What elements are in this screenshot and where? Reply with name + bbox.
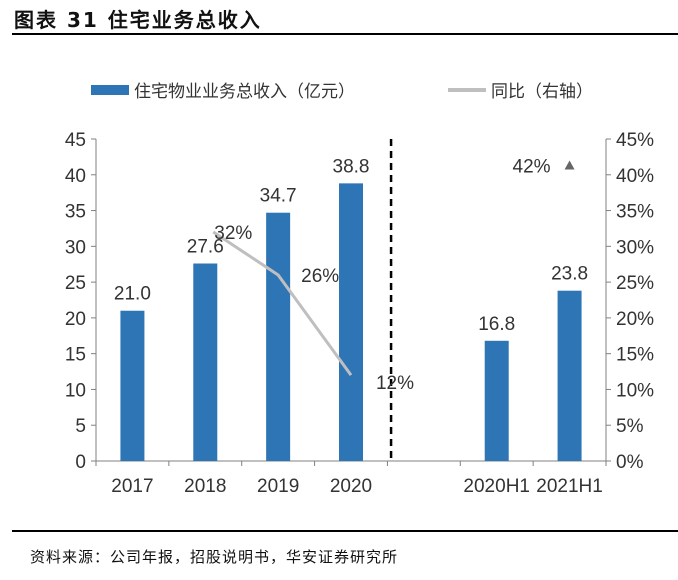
right-tick-label: 45% — [616, 130, 654, 151]
chart: 0 5 10 15 20 25 30 35 40 45 0% 5% 10% 15% 20% 25% 30% 35%… — [65, 82, 654, 497]
right-tick-label: 40% — [616, 166, 654, 187]
bar-label: 23.8 — [551, 264, 588, 285]
legend-bar-label: 住宅物业业务总收入（亿元） — [134, 82, 355, 101]
bar-2020 — [339, 183, 363, 461]
x-tick-label: 2017 — [111, 476, 153, 497]
x-tick-label: 2020 — [330, 476, 372, 497]
bar-label: 34.7 — [260, 186, 297, 207]
legend-bar-swatch — [91, 85, 129, 95]
yoy-line — [212, 230, 353, 377]
left-tick-label: 40 — [65, 166, 86, 187]
bar-2019 — [266, 212, 291, 461]
right-tick-label: 15% — [616, 345, 654, 366]
left-tick-label: 20 — [65, 309, 86, 330]
legend-line-label: 同比（右轴） — [491, 82, 593, 101]
yoy-label: 42% — [513, 156, 551, 177]
right-tick-label: 20% — [616, 309, 654, 330]
x-tick-label: 2019 — [257, 476, 299, 497]
right-tick-label: 25% — [616, 273, 654, 294]
x-tick-label: 2021H1 — [536, 476, 603, 497]
yoy-label: 26% — [301, 266, 339, 287]
title-rule — [12, 33, 678, 35]
x-tick-label: 2020H1 — [463, 476, 530, 497]
bar-2018 — [193, 263, 218, 461]
source-note: 资料来源：公司年报，招股说明书，华安证券研究所 — [30, 548, 399, 566]
bar-label: 16.8 — [478, 314, 515, 335]
right-tick-label: 0% — [616, 452, 644, 473]
x-tick-label: 2018 — [184, 476, 226, 497]
left-tick-label: 15 — [65, 345, 86, 366]
bar-label: 38.8 — [333, 156, 370, 177]
left-tick-label: 30 — [65, 237, 86, 258]
bar-2020H1 — [484, 340, 509, 461]
right-tick-label: 10% — [616, 380, 654, 401]
left-tick-label: 10 — [65, 380, 86, 401]
footer-rule — [12, 530, 678, 532]
yoy-label: 32% — [214, 223, 252, 244]
left-tick-label: 25 — [65, 273, 86, 294]
bar-label: 21.0 — [114, 284, 151, 305]
bar-label: 27.6 — [187, 237, 224, 258]
right-tick-label: 35% — [616, 202, 654, 223]
left-tick-label: 0 — [75, 452, 86, 473]
left-tick-label: 5 — [75, 416, 86, 437]
bar-2017 — [120, 310, 145, 461]
chart-title: 图表 31 住宅业务总收入 — [14, 8, 262, 32]
yoy-label: 12% — [376, 373, 414, 394]
yoy-marker-triangle — [564, 160, 575, 170]
left-tick-label: 35 — [65, 202, 86, 223]
right-tick-label: 30% — [616, 237, 654, 258]
right-tick-label: 5% — [616, 416, 644, 437]
bar-2021H1 — [557, 290, 582, 461]
left-tick-label: 45 — [65, 130, 86, 151]
